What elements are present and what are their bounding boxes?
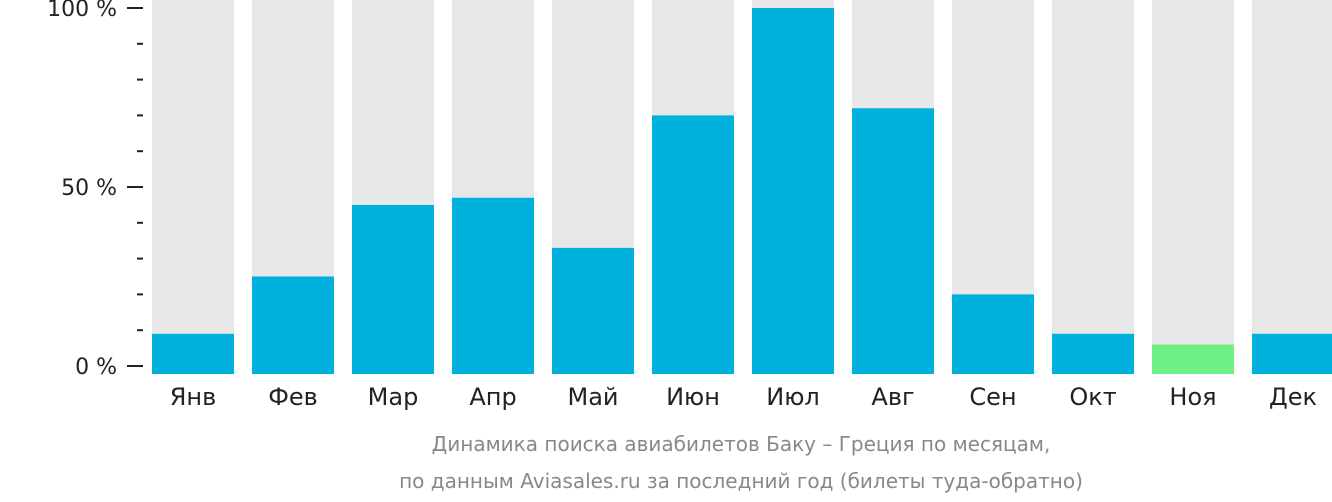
- bar-5: [552, 247, 634, 374]
- background-bar-1: [152, 0, 234, 374]
- x-tick-label: Дек: [1269, 383, 1317, 411]
- bar-9: [952, 294, 1034, 374]
- background-bar-11: [1152, 0, 1234, 374]
- bar-8: [852, 108, 934, 375]
- data-bars: [152, 8, 1332, 375]
- x-tick-label: Сен: [969, 383, 1016, 411]
- x-tick-label: Янв: [170, 383, 217, 411]
- background-bar-10: [1052, 0, 1134, 374]
- x-tick-label: Июл: [766, 383, 820, 411]
- chart-caption-line-1: Динамика поиска авиабилетов Баку – Греци…: [432, 432, 1051, 456]
- x-axis-labels: Янв Фев Мар Апр Май Июн Июл Авг Сен Окт Ноя Дек: [170, 383, 1317, 411]
- y-tick-label: 50 %: [61, 176, 117, 201]
- bar-6: [652, 115, 734, 375]
- bar-4: [452, 197, 534, 374]
- bar-10: [1052, 333, 1134, 374]
- bar-7: [752, 8, 834, 374]
- x-tick-label: Авг: [871, 383, 914, 411]
- bar-11: [1152, 344, 1234, 374]
- background-bar-12: [1252, 0, 1332, 374]
- bar-2: [252, 276, 334, 374]
- y-axis: 100 % 50 % 0 %: [47, 0, 143, 380]
- x-tick-label: Мар: [368, 383, 419, 411]
- chart-caption-line-2: по данным Aviasales.ru за последний год …: [399, 469, 1083, 493]
- x-tick-label: Окт: [1069, 383, 1116, 411]
- x-tick-label: Ноя: [1169, 383, 1216, 411]
- x-tick-label: Фев: [268, 383, 318, 411]
- y-tick-label: 0 %: [75, 355, 117, 380]
- x-tick-label: Июн: [666, 383, 720, 411]
- bar-12: [1252, 333, 1332, 374]
- y-tick-label: 100 %: [47, 0, 117, 22]
- bar-1: [152, 333, 234, 374]
- x-tick-label: Апр: [469, 383, 516, 411]
- bar-3: [352, 204, 434, 374]
- x-tick-label: Май: [567, 383, 618, 411]
